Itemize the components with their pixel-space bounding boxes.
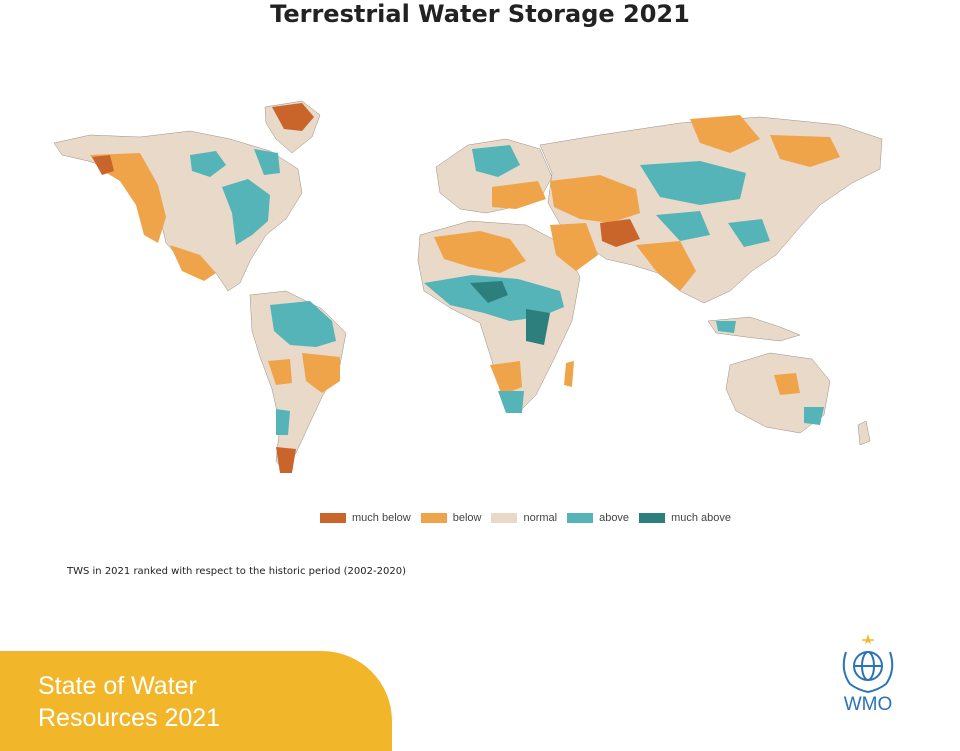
un-wreath-globe-icon (842, 634, 894, 693)
as-below-india (636, 241, 696, 291)
legend-swatch-much-below (320, 513, 346, 523)
sa-below (302, 353, 340, 393)
as-below-central (550, 175, 640, 223)
banner-text: State of Water Resources 2021 (38, 670, 220, 734)
eu-above (472, 145, 520, 177)
as-above-china (728, 219, 770, 247)
map-caption: TWS in 2021 ranked with respect to the h… (67, 566, 406, 577)
au-below (774, 373, 800, 395)
map-title: Terrestrial Water Storage 2021 (270, 0, 690, 28)
legend-item-much-below: much below (320, 512, 411, 524)
legend-item-much-above: much above (639, 512, 731, 524)
legend-label-much-below: much below (352, 512, 411, 524)
au-above (804, 407, 824, 425)
landmass-layer (53, 100, 883, 473)
legend-swatch-normal (491, 513, 518, 523)
legend-label-much-above: much above (671, 512, 731, 524)
legend-item-above: above (567, 512, 629, 524)
banner-line-2: Resources 2021 (38, 704, 221, 732)
wmo-logo-text: WMO (843, 694, 893, 715)
greenland-change (272, 103, 314, 131)
as-above-south (656, 211, 710, 241)
na-above-canada (190, 151, 226, 177)
banner-line-1: State of Water (38, 672, 197, 700)
legend-swatch-below (420, 513, 447, 523)
na-much-below (92, 155, 114, 175)
as-below-arabia (550, 223, 598, 271)
madagascar (564, 361, 574, 387)
legend-swatch-above (567, 513, 594, 523)
sa-above-chile (276, 409, 290, 435)
af-below-south (490, 361, 522, 395)
legend-swatch-much-above (639, 513, 666, 523)
indonesia-above (716, 321, 736, 333)
new-zealand (857, 420, 871, 446)
legend-item-below: below (420, 512, 482, 524)
legend-label-above: above (599, 512, 630, 524)
af-below-north (434, 231, 526, 273)
af-much-above-east (526, 309, 550, 345)
sa-above (270, 301, 336, 347)
tws-world-map (53, 100, 883, 473)
sa-much-below-south (276, 447, 296, 473)
as-below-east (770, 135, 840, 167)
na-below-mexico (170, 245, 216, 281)
af-much-above (470, 281, 508, 303)
eu-below (492, 181, 546, 209)
as-below-siberia (690, 115, 760, 153)
sa-below-west (268, 359, 292, 385)
legend: much below below normal above much above (320, 510, 741, 526)
na-above-ne (254, 149, 280, 175)
na-above-east (222, 179, 270, 245)
na-below-west (90, 153, 166, 243)
af-above-south (498, 391, 524, 413)
legend-item-normal: normal (491, 512, 557, 524)
as-above-central (640, 161, 746, 205)
as-much-below (600, 219, 640, 247)
legend-label-below: below (452, 512, 482, 524)
legend-label-normal: normal (523, 512, 558, 524)
